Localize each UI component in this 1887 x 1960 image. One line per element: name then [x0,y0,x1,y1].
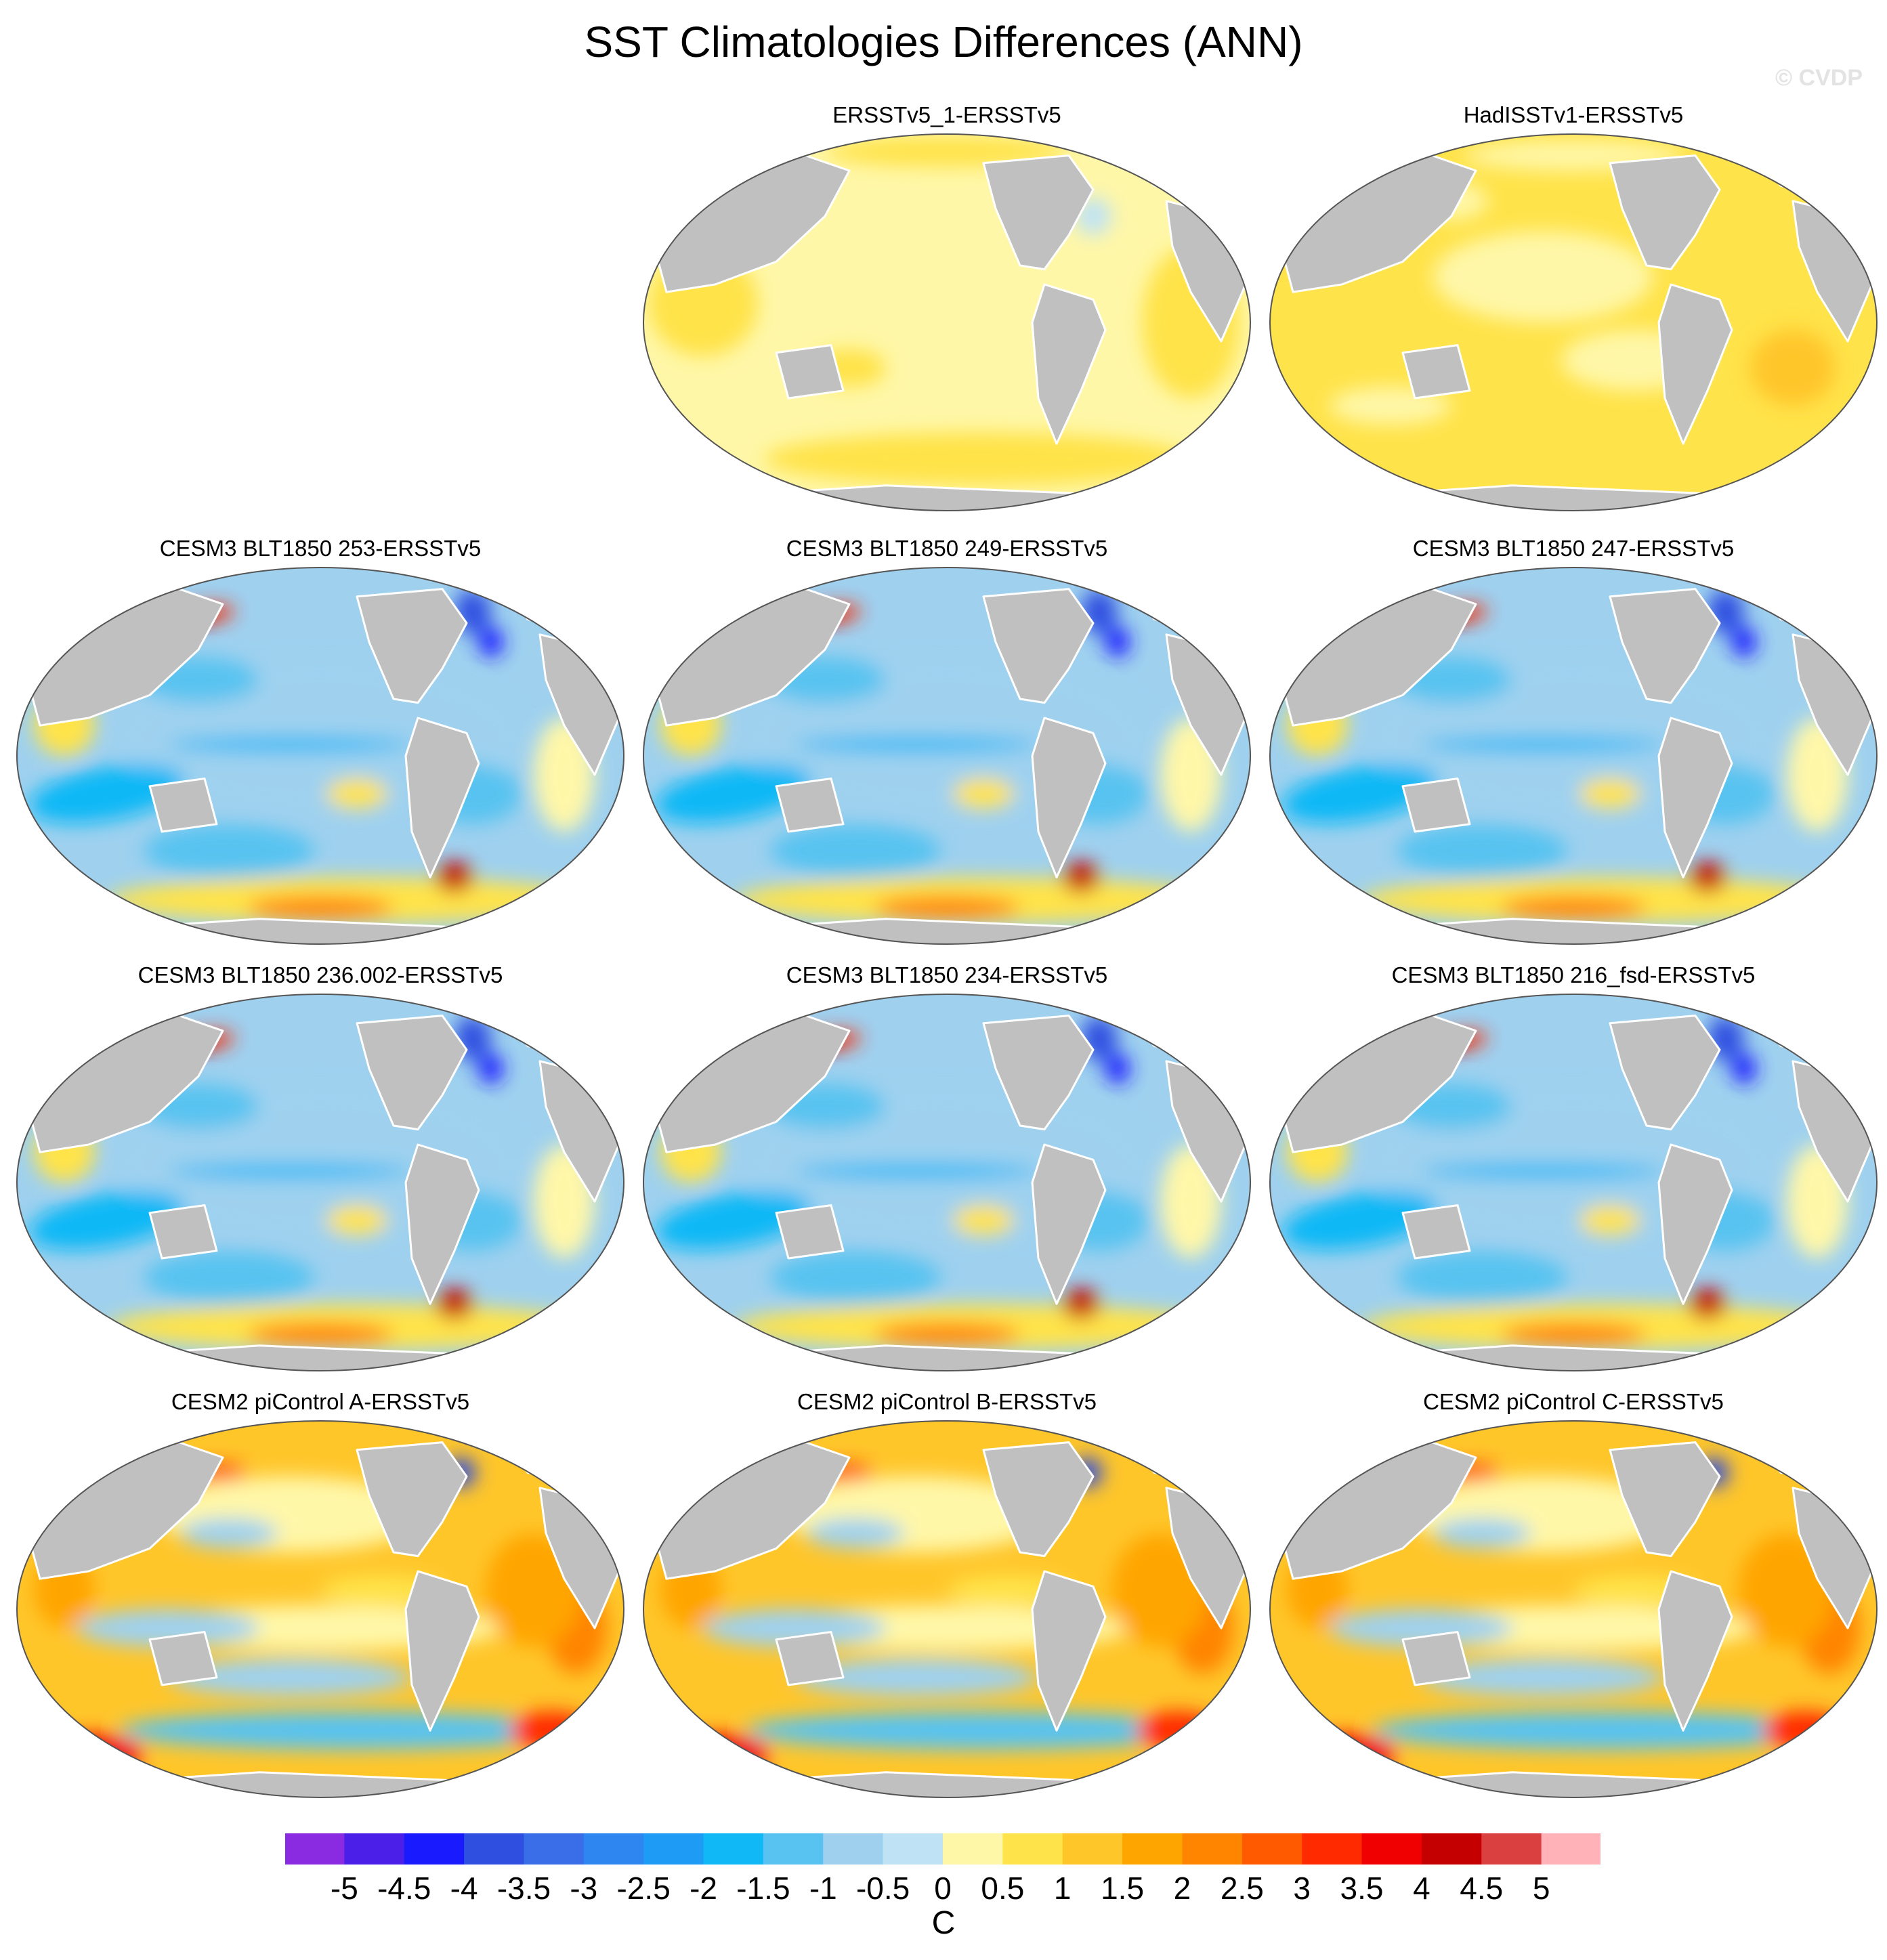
colorbar-swatch [524,1833,585,1865]
panel-title: CESM2 piControl A-ERSSTv5 [171,1389,470,1414]
panel-title: CESM2 piControl B-ERSSTv5 [797,1389,1097,1414]
colorbar-tick-label: 5 [1532,1871,1550,1906]
panel-title: CESM3 BLT1850 234-ERSSTv5 [786,962,1108,987]
colorbar-tick-label: -0.5 [855,1871,910,1906]
land-mask [1279,1010,1873,1371]
colorbar-swatch [883,1833,944,1865]
panel-title: CESM3 BLT1850 249-ERSSTv5 [786,536,1108,561]
world-map [1269,994,1878,1371]
colorbar-swatch [464,1833,524,1865]
colorbar-swatch [1302,1833,1363,1865]
colorbar-units: C [931,1905,956,1941]
colorbar-swatch [643,1833,704,1865]
colorbar-tick-label: -5 [330,1871,358,1906]
world-map [16,994,624,1371]
colorbar-swatch [1002,1833,1063,1865]
map-panel: CESM3 BLT1850 249-ERSSTv5 [639,535,1255,968]
panel-title: CESM3 BLT1850 247-ERSSTv5 [1412,536,1735,561]
colorbar-tick-label: -1 [809,1871,837,1906]
panel-title: CESM2 piControl C-ERSSTv5 [1423,1389,1724,1414]
colorbar-swatch [284,1833,345,1865]
colorbar-swatch [1122,1833,1183,1865]
map-panel: HadISSTv1-ERSSTv5 [1265,102,1882,535]
page-title: SST Climatologies Differences (ANN) [584,18,1303,66]
colorbar-tick-label: 2.5 [1220,1871,1264,1906]
colorbar-tick-label: 4 [1413,1871,1430,1906]
cvdp-watermark: © CVDP [1775,65,1863,91]
colorbar-swatch [823,1833,884,1865]
colorbar-swatch [344,1833,405,1865]
world-map [16,1420,624,1798]
colorbar-tick-label: -4 [450,1871,478,1906]
colorbar-swatch [404,1833,465,1865]
colorbar-swatch [1242,1833,1302,1865]
colorbar-swatch [703,1833,764,1865]
colorbar-swatch [763,1833,824,1865]
colorbar-tick-label: -3.5 [496,1871,551,1906]
colorbar-tick-label: -4.5 [377,1871,431,1906]
colorbar-swatch [943,1833,1003,1865]
map-panel: CESM2 piControl B-ERSSTv5 [639,1388,1255,1822]
panel-title: CESM3 BLT1850 236.002-ERSSTv5 [137,962,503,987]
world-map [643,133,1251,511]
colorbar-swatch [1182,1833,1243,1865]
colorbar-swatch [1062,1833,1123,1865]
colorbar-tick-label: 1.5 [1101,1871,1145,1906]
colorbar [284,1833,1601,1865]
colorbar-tick-label: -2 [690,1871,717,1906]
colorbar-swatch [1481,1833,1542,1865]
colorbar-tick-label: 0.5 [981,1871,1025,1906]
panel-title: ERSSTv5_1-ERSSTv5 [832,102,1061,127]
colorbar-swatch [1361,1833,1422,1865]
world-map [16,567,624,945]
map-panel: CESM2 piControl A-ERSSTv5 [12,1388,629,1822]
colorbar-tick-label: -3 [570,1871,598,1906]
colorbar-swatch [583,1833,644,1865]
world-map [643,1420,1251,1798]
map-panel: CESM3 BLT1850 234-ERSSTv5 [639,962,1255,1395]
colorbar-tick-label: -1.5 [736,1871,790,1906]
world-map [1269,133,1878,511]
world-map [643,567,1251,945]
panel-title: CESM3 BLT1850 216_fsd-ERSSTv5 [1391,962,1756,987]
colorbar-tick-label: -2.5 [616,1871,671,1906]
map-panel: CESM3 BLT1850 253-ERSSTv5 [12,535,629,968]
colorbar-tick-label: 1 [1053,1871,1072,1906]
colorbar-tick-label: 0 [934,1871,952,1906]
land-mask [1279,1437,1873,1797]
world-map [1269,1420,1878,1798]
colorbar-tick-label: 2 [1173,1871,1191,1906]
panel-title: CESM3 BLT1850 253-ERSSTv5 [159,536,482,561]
panel-title: HadISSTv1-ERSSTv5 [1463,102,1684,127]
world-map [1269,567,1878,945]
colorbar-tick-label: 3.5 [1340,1871,1384,1906]
map-panel: CESM3 BLT1850 216_fsd-ERSSTv5 [1265,962,1882,1395]
colorbar-swatch [1541,1833,1601,1865]
map-panel: ERSSTv5_1-ERSSTv5 [639,102,1255,535]
colorbar-tick-label: 3 [1293,1871,1311,1906]
world-map [643,994,1251,1371]
colorbar-tick-label: 4.5 [1460,1871,1504,1906]
map-panel: CESM3 BLT1850 236.002-ERSSTv5 [12,962,629,1395]
map-panel: CESM2 piControl C-ERSSTv5 [1265,1388,1882,1822]
colorbar-swatch [1421,1833,1482,1865]
map-panel: CESM3 BLT1850 247-ERSSTv5 [1265,535,1882,968]
